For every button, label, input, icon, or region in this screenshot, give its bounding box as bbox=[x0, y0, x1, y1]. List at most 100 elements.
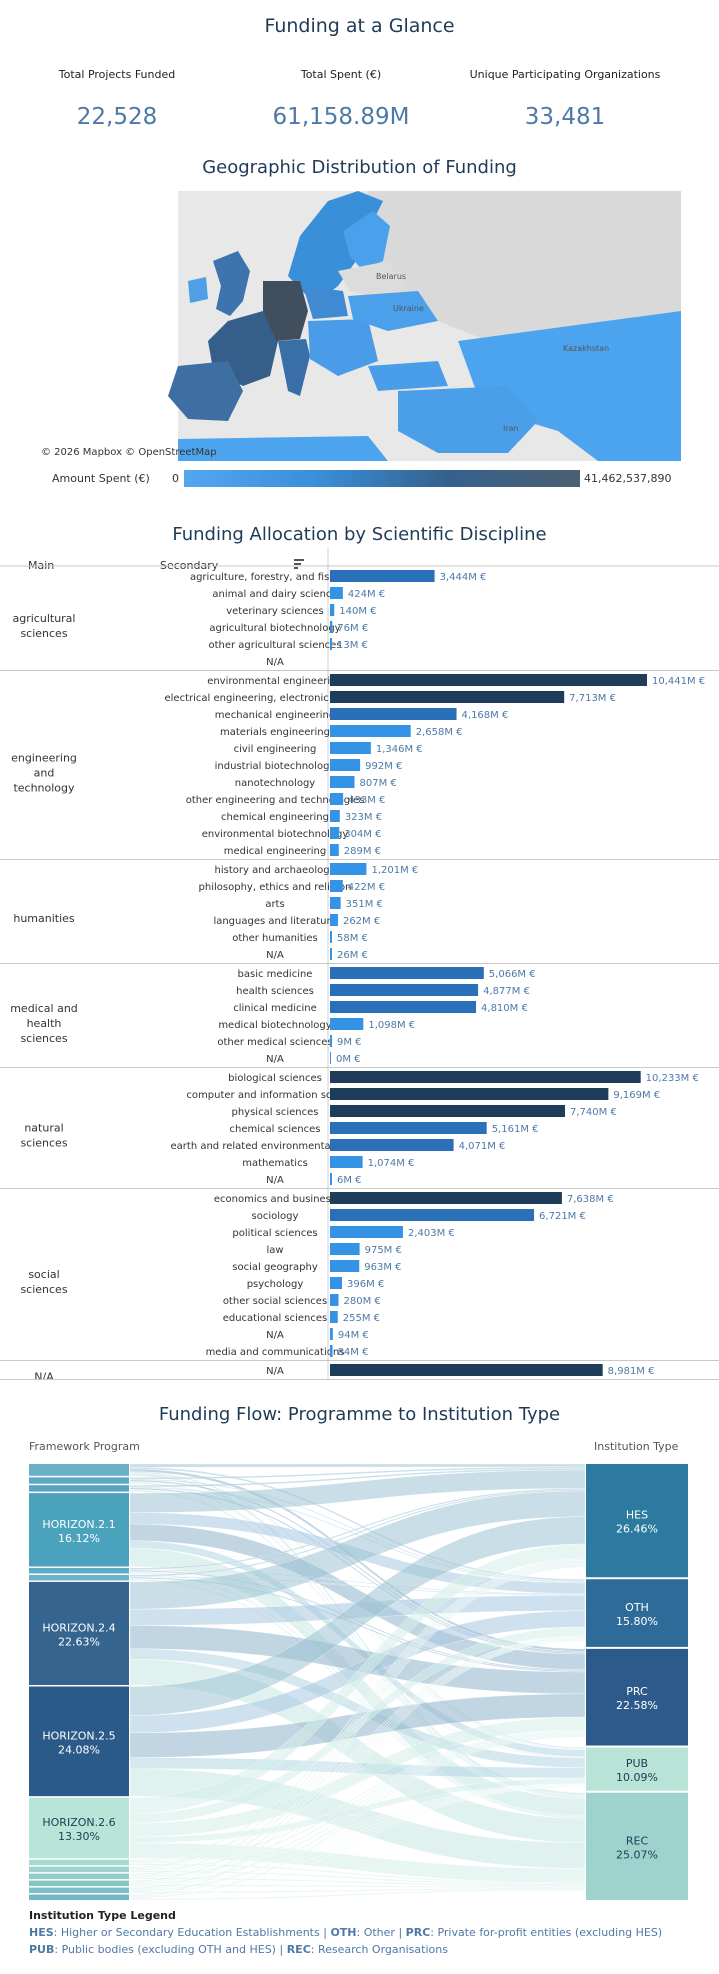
map-label-belarus: Belarus bbox=[376, 272, 406, 281]
sankey-left-node bbox=[29, 1686, 129, 1797]
bar bbox=[330, 1105, 565, 1117]
bar-value-label: 1,098M € bbox=[368, 1020, 415, 1031]
sankey-right-node bbox=[586, 1792, 688, 1900]
main-label: sciences bbox=[20, 1137, 67, 1150]
sankey-right-node-pct: 15.80% bbox=[616, 1615, 658, 1628]
uk-region[interactable] bbox=[213, 251, 250, 316]
bar bbox=[330, 1018, 364, 1030]
bar-value-label: 1,201M € bbox=[371, 865, 418, 876]
bar-value-label: 351M € bbox=[346, 899, 383, 910]
sankey-right-node-name: PUB bbox=[626, 1757, 648, 1770]
bar bbox=[330, 1052, 331, 1064]
ukraine-region[interactable] bbox=[348, 291, 438, 331]
bar-value-label: 94M € bbox=[338, 1330, 369, 1341]
secondary-label: arts bbox=[265, 899, 284, 910]
sankey-left-node-pct: 16.12% bbox=[58, 1532, 100, 1545]
north-africa-region[interactable] bbox=[178, 436, 388, 461]
sankey-left-node bbox=[29, 1873, 129, 1880]
secondary-label: medical biotechnology bbox=[218, 1020, 331, 1031]
legend-separator: | bbox=[398, 1926, 403, 1939]
main-label: sciences bbox=[20, 1283, 67, 1296]
secondary-label: N/A bbox=[266, 1366, 284, 1377]
bar bbox=[330, 708, 457, 720]
legend-code-prc: PRC bbox=[405, 1926, 431, 1939]
secondary-label: N/A bbox=[266, 950, 284, 961]
bar bbox=[330, 897, 341, 909]
scandinavia-region[interactable] bbox=[288, 191, 383, 299]
secondary-label: other social sciences bbox=[223, 1296, 327, 1307]
main-label: humanities bbox=[13, 912, 75, 925]
map-legend-gradient bbox=[184, 470, 580, 487]
atlantic-sea bbox=[38, 191, 178, 461]
bar bbox=[330, 1122, 487, 1134]
secondary-label: other agricultural sciences bbox=[208, 640, 341, 651]
bar-value-label: 84M € bbox=[338, 1347, 369, 1358]
sankey-flow bbox=[129, 1889, 586, 1901]
secondary-label: civil engineering bbox=[234, 744, 317, 755]
secondary-label: physical sciences bbox=[231, 1107, 318, 1118]
secondary-label: environmental engineering bbox=[207, 676, 343, 687]
legend-text-rec: : Research Organisations bbox=[310, 1943, 448, 1956]
sankey-right-node bbox=[586, 1464, 688, 1578]
bar bbox=[330, 1345, 333, 1357]
sankey-chart: HORIZON.2.116.12% HORIZON.2.422.63% HORIZO… bbox=[29, 1463, 688, 1901]
bar bbox=[330, 759, 361, 771]
bar bbox=[330, 1192, 562, 1204]
secondary-label: basic medicine bbox=[238, 969, 313, 980]
sankey-left-node-pct: 13.30% bbox=[58, 1830, 100, 1843]
bar bbox=[330, 810, 340, 822]
bar-value-label: 76M € bbox=[337, 623, 368, 634]
secondary-label: N/A bbox=[266, 657, 284, 668]
legend-code-hes: HES bbox=[29, 1926, 54, 1939]
geographic-map[interactable]: Belarus Ukraine Kazakhstan Iran bbox=[38, 191, 681, 461]
secondary-label: chemical sciences bbox=[230, 1124, 321, 1135]
poland-region[interactable] bbox=[303, 286, 348, 319]
sankey-right-node-pct: 22.58% bbox=[616, 1699, 658, 1712]
secondary-label: social geography bbox=[232, 1262, 318, 1273]
sankey-right-node bbox=[586, 1747, 688, 1791]
secondary-label: veterinary sciences bbox=[226, 606, 324, 617]
secondary-label: agriculture, forestry, and fisheries bbox=[190, 572, 360, 583]
balkans-region[interactable] bbox=[308, 319, 378, 376]
bar bbox=[330, 691, 565, 703]
map-credit: © 2026 Mapbox © OpenStreetMap bbox=[41, 447, 217, 458]
bar bbox=[330, 638, 332, 650]
flow-title: Funding Flow: Programme to Institution T… bbox=[158, 1404, 561, 1425]
secondary-label: medical engineering bbox=[224, 846, 326, 857]
legend-text-hes: : Higher or Secondary Education Establis… bbox=[53, 1926, 320, 1939]
secondary-label: law bbox=[266, 1245, 283, 1256]
secondary-label: mathematics bbox=[242, 1158, 308, 1169]
italy-region[interactable] bbox=[278, 339, 310, 396]
legend-text-oth: : Other bbox=[356, 1926, 395, 1939]
bar bbox=[330, 1311, 338, 1323]
germany-region[interactable] bbox=[263, 281, 308, 341]
map-label-iran: Iran bbox=[503, 424, 519, 433]
discipline-bar-chart: agriculture, forestry, and fisheries 3,44… bbox=[0, 548, 719, 1380]
sort-icon[interactable] bbox=[294, 558, 306, 570]
sankey-right-node-pct: 10.09% bbox=[616, 1771, 658, 1784]
bar bbox=[330, 1139, 454, 1151]
bar-value-label: 9M € bbox=[337, 1037, 362, 1048]
finland-region[interactable] bbox=[343, 211, 390, 271]
bar-value-label: 140M € bbox=[339, 606, 376, 617]
turkey-region[interactable] bbox=[368, 361, 448, 391]
bar bbox=[330, 1260, 360, 1272]
iberia-region[interactable] bbox=[168, 361, 243, 421]
bar bbox=[330, 1328, 333, 1340]
secondary-label: other engineering and technologies bbox=[186, 795, 365, 806]
map-label-kazakhstan: Kazakhstan bbox=[563, 344, 609, 353]
bar bbox=[330, 1209, 535, 1221]
ireland-region[interactable] bbox=[188, 277, 208, 303]
sankey-right-node-name: HES bbox=[626, 1509, 648, 1522]
bar-value-label: 280M € bbox=[344, 1296, 381, 1307]
secondary-label: other medical sciences bbox=[217, 1037, 332, 1048]
bar bbox=[330, 1156, 363, 1168]
bar-value-label: 8,981M € bbox=[608, 1366, 655, 1377]
bar bbox=[330, 674, 647, 686]
bar-value-label: 7,713M € bbox=[569, 693, 616, 704]
sankey-right-node bbox=[586, 1579, 688, 1647]
bar-value-label: 424M € bbox=[348, 589, 385, 600]
bar-value-label: 9,169M € bbox=[613, 1090, 660, 1101]
bar-value-label: 255M € bbox=[343, 1313, 380, 1324]
sankey-left-node-name: HORIZON.2.5 bbox=[42, 1729, 115, 1742]
